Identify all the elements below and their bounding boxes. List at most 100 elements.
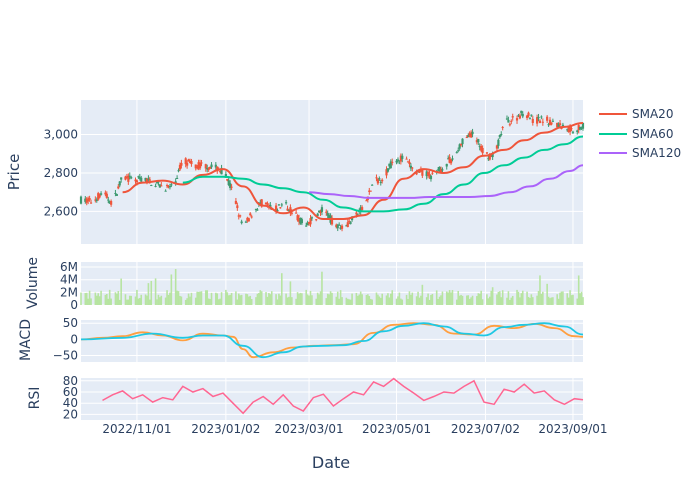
volume-bar — [150, 280, 153, 305]
volume-bar — [445, 291, 448, 305]
volume-bar — [521, 290, 524, 305]
volume-bar — [177, 291, 180, 305]
volume-bar — [497, 291, 500, 305]
candle-body — [518, 115, 521, 119]
candle-body — [556, 122, 559, 128]
rsi-plot-area — [81, 378, 583, 420]
candle-body — [395, 160, 398, 163]
volume-bar — [510, 297, 513, 305]
volume-bar — [438, 296, 441, 305]
sma20-line — [122, 122, 584, 220]
candle-body — [256, 209, 259, 211]
candle-body — [577, 125, 580, 131]
candle-body — [208, 166, 212, 169]
macd-axis-title: MACD — [18, 319, 34, 361]
volume-bar — [477, 293, 480, 305]
candle-body — [94, 199, 97, 201]
candle-body — [515, 118, 519, 121]
candle-body — [206, 167, 209, 170]
candle-body — [300, 219, 303, 224]
volume-bar — [318, 294, 320, 305]
volume-bar — [146, 295, 148, 305]
candle-body — [531, 118, 534, 123]
volume-bar — [455, 299, 458, 305]
volume-bar — [87, 298, 89, 305]
volume-bar — [329, 291, 332, 305]
candle-body — [505, 118, 509, 120]
candle-body — [411, 167, 414, 169]
legend-item-sma20[interactable]: SMA20 — [599, 107, 673, 121]
volume-bar — [369, 298, 372, 305]
volume-bar — [400, 298, 402, 305]
volume-bar — [97, 293, 100, 305]
volume-bar — [566, 293, 569, 305]
legend: SMA20 SMA60 SMA120 — [599, 107, 681, 160]
candle-body — [368, 190, 371, 192]
volume-bar — [440, 295, 442, 305]
candle-body — [359, 207, 362, 213]
volume-bar — [480, 290, 482, 305]
volume-bar — [279, 295, 282, 305]
candle-body — [349, 222, 352, 224]
volume-bar — [478, 293, 481, 305]
candle-body — [551, 120, 554, 122]
candle-body — [346, 222, 349, 228]
volume-bar — [407, 298, 409, 305]
legend-label-sma20: SMA20 — [632, 107, 673, 121]
candle-body — [408, 161, 411, 165]
candle-body — [558, 123, 562, 126]
volume-bar — [529, 297, 531, 305]
volume-bar — [427, 293, 429, 305]
volume-bar — [467, 295, 470, 305]
volume-bar — [325, 298, 328, 305]
volume-bar — [417, 291, 419, 305]
volume-bar — [476, 296, 478, 305]
candle-body — [246, 217, 249, 221]
candle-body — [498, 134, 501, 138]
candle-body — [290, 212, 293, 214]
volume-bar — [94, 292, 97, 305]
candle-body — [287, 209, 291, 211]
x-tick-label: 2023/05/01 — [362, 422, 431, 436]
candle-body — [138, 177, 141, 179]
price-panel: 2,600 2,800 3,000 — [44, 100, 585, 244]
volume-bar — [126, 299, 128, 305]
volume-bar — [194, 297, 197, 305]
volume-bar — [316, 292, 319, 305]
candle-body — [326, 213, 329, 216]
candle-body — [227, 180, 230, 186]
candle-body — [249, 213, 252, 216]
volume-bar — [176, 290, 178, 305]
volume-bar — [289, 281, 292, 305]
candle-body — [490, 155, 493, 157]
volume-bar — [336, 291, 339, 305]
candle-body — [207, 168, 210, 170]
candle-body — [480, 146, 483, 151]
candle-body — [421, 169, 424, 176]
candle-body — [210, 164, 213, 168]
volume-bar — [306, 294, 309, 305]
candle-body — [399, 155, 402, 162]
candle-body — [528, 118, 532, 120]
volume-bar — [200, 291, 203, 305]
candle-body — [340, 225, 344, 229]
legend-item-sma120[interactable]: SMA120 — [599, 146, 681, 160]
candle-body — [546, 116, 549, 121]
candle-body — [247, 218, 250, 222]
volume-bar — [397, 296, 399, 305]
legend-item-sma60[interactable]: SMA60 — [599, 127, 673, 141]
candle-body — [285, 202, 288, 204]
candle-body — [148, 179, 151, 181]
volume-bar — [361, 294, 363, 305]
volume-bar — [335, 296, 338, 305]
candle-body — [465, 137, 468, 139]
candle-body — [521, 113, 524, 117]
candle-body — [276, 210, 279, 212]
candle-body — [97, 193, 100, 200]
candle-body — [84, 198, 87, 202]
volume-bar — [582, 297, 584, 305]
volume-bar — [576, 298, 579, 305]
volume-bar — [250, 299, 253, 305]
candle-body — [170, 184, 173, 186]
volume-y-tick-label: 0 — [70, 298, 78, 312]
